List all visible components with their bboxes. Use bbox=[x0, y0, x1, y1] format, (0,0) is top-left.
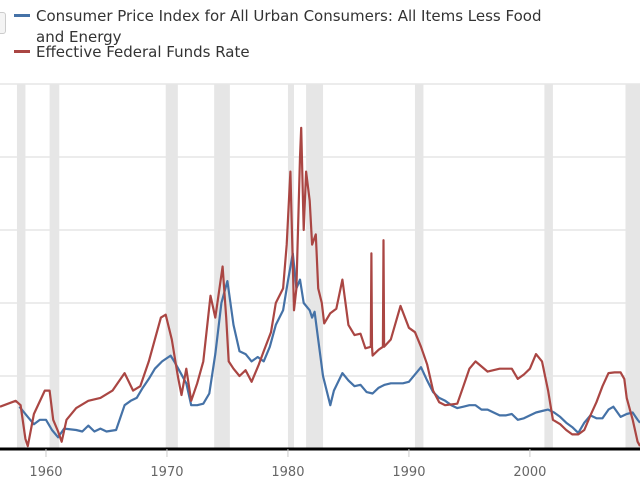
x-axis-ticks: 196019701980199020002 bbox=[29, 449, 640, 480]
legend-label: Effective Federal Funds Rate bbox=[36, 43, 250, 61]
x-tick-label: 1980 bbox=[271, 465, 304, 480]
x-tick-label: 2000 bbox=[513, 465, 546, 480]
x-tick-label: 1970 bbox=[150, 465, 183, 480]
legend-item-cpi[interactable]: Consumer Price Index for All Urban Consu… bbox=[14, 6, 556, 48]
legend-swatch-blue bbox=[14, 14, 30, 17]
legend-item-fedfunds[interactable]: Effective Federal Funds Rate bbox=[14, 42, 556, 63]
recession-bar bbox=[49, 84, 60, 449]
gridlines bbox=[0, 83, 640, 377]
legend-swatch-red bbox=[14, 50, 30, 53]
recession-bar bbox=[306, 84, 324, 449]
fed-funds-line bbox=[0, 126, 640, 448]
recession-bar bbox=[165, 84, 178, 449]
cpi-core-line bbox=[18, 252, 640, 439]
x-tick-label: 1990 bbox=[392, 465, 425, 480]
recession-bar bbox=[544, 84, 553, 449]
recession-bar bbox=[414, 84, 424, 449]
x-tick-label: 1960 bbox=[29, 465, 62, 480]
legend-label: Consumer Price Index for All Urban Consu… bbox=[36, 7, 542, 46]
recession-bar bbox=[625, 84, 640, 449]
checkbox-icon[interactable] bbox=[0, 12, 6, 34]
recession-bar bbox=[16, 84, 26, 449]
series-lines bbox=[0, 126, 640, 448]
